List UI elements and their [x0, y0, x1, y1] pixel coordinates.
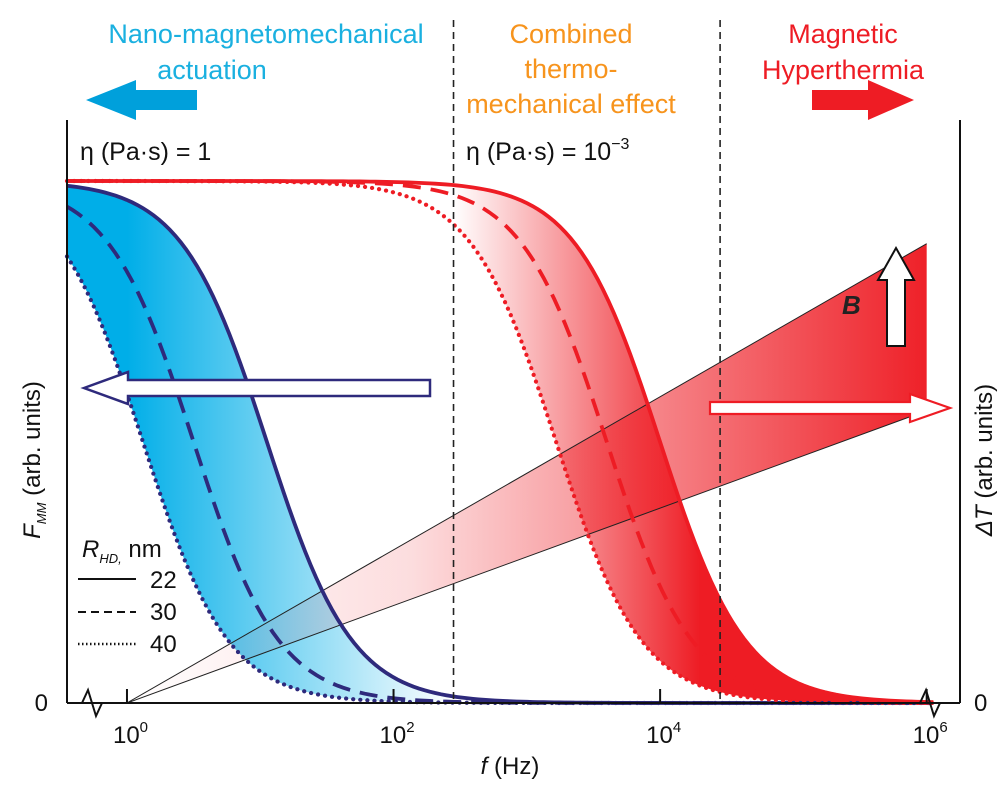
axis-break-right	[919, 687, 941, 719]
axis-break-left	[81, 687, 103, 719]
delta-t-line-lower	[126, 410, 927, 704]
legend: RHD, nm 22 30 40	[78, 536, 177, 658]
left-zero-label: 0	[35, 690, 48, 717]
x-tick-label: 100	[113, 719, 148, 749]
delta-t-line-upper	[126, 243, 927, 704]
blue-shaded-region	[67, 185, 454, 703]
left-y-axis-label: FMM (arb. units)	[19, 381, 49, 539]
region-title-left: Nano-magnetomechanical actuation	[108, 19, 423, 85]
arrow-right-hollow-icon	[708, 392, 954, 424]
right-zero-label: 0	[974, 690, 987, 717]
x-tick-label: 104	[646, 719, 681, 749]
legend-label-22: 22	[150, 567, 177, 594]
region-title-left-line2: actuation	[157, 55, 267, 85]
red-shaded-region	[453, 185, 927, 703]
region-title-middle-line2: thermo-	[524, 54, 617, 84]
b-field-label: B	[842, 290, 861, 320]
viscosity-label-right: η (Pa·s) = 10−3	[466, 136, 630, 166]
legend-label-40: 40	[150, 631, 177, 658]
curve-red-dashed-30	[67, 179, 934, 705]
arrow-up-b-field-icon	[876, 245, 916, 347]
region-title-right-line1: Magnetic	[788, 19, 898, 49]
arrow-left-icon	[86, 80, 197, 120]
right-y-axis-label: ΔT (arb. units)	[971, 384, 998, 537]
region-title-middle-line1: Combined	[509, 19, 632, 49]
arrow-left-hollow-icon	[80, 370, 432, 406]
x-tick-label: 102	[380, 719, 415, 749]
x-tick-label: 106	[913, 719, 948, 749]
arrow-right-icon	[812, 80, 914, 120]
region-title-left-line1: Nano-magnetomechanical	[108, 19, 423, 49]
legend-label-30: 30	[150, 599, 177, 626]
region-title-middle-line3: mechanical effect	[466, 89, 676, 119]
region-title-right: Magnetic Hyperthermia	[762, 19, 925, 85]
curve-red-dotted-40	[64, 178, 936, 706]
region-title-right-line2: Hyperthermia	[762, 55, 925, 85]
viscosity-label-left: η (Pa·s) = 1	[80, 138, 211, 166]
x-axis-label: f (Hz)	[481, 753, 540, 780]
region-title-middle: Combined thermo- mechanical effect	[466, 19, 676, 119]
x-ticks: 100 102 104 106	[113, 689, 948, 749]
legend-title: RHD, nm	[82, 536, 162, 566]
